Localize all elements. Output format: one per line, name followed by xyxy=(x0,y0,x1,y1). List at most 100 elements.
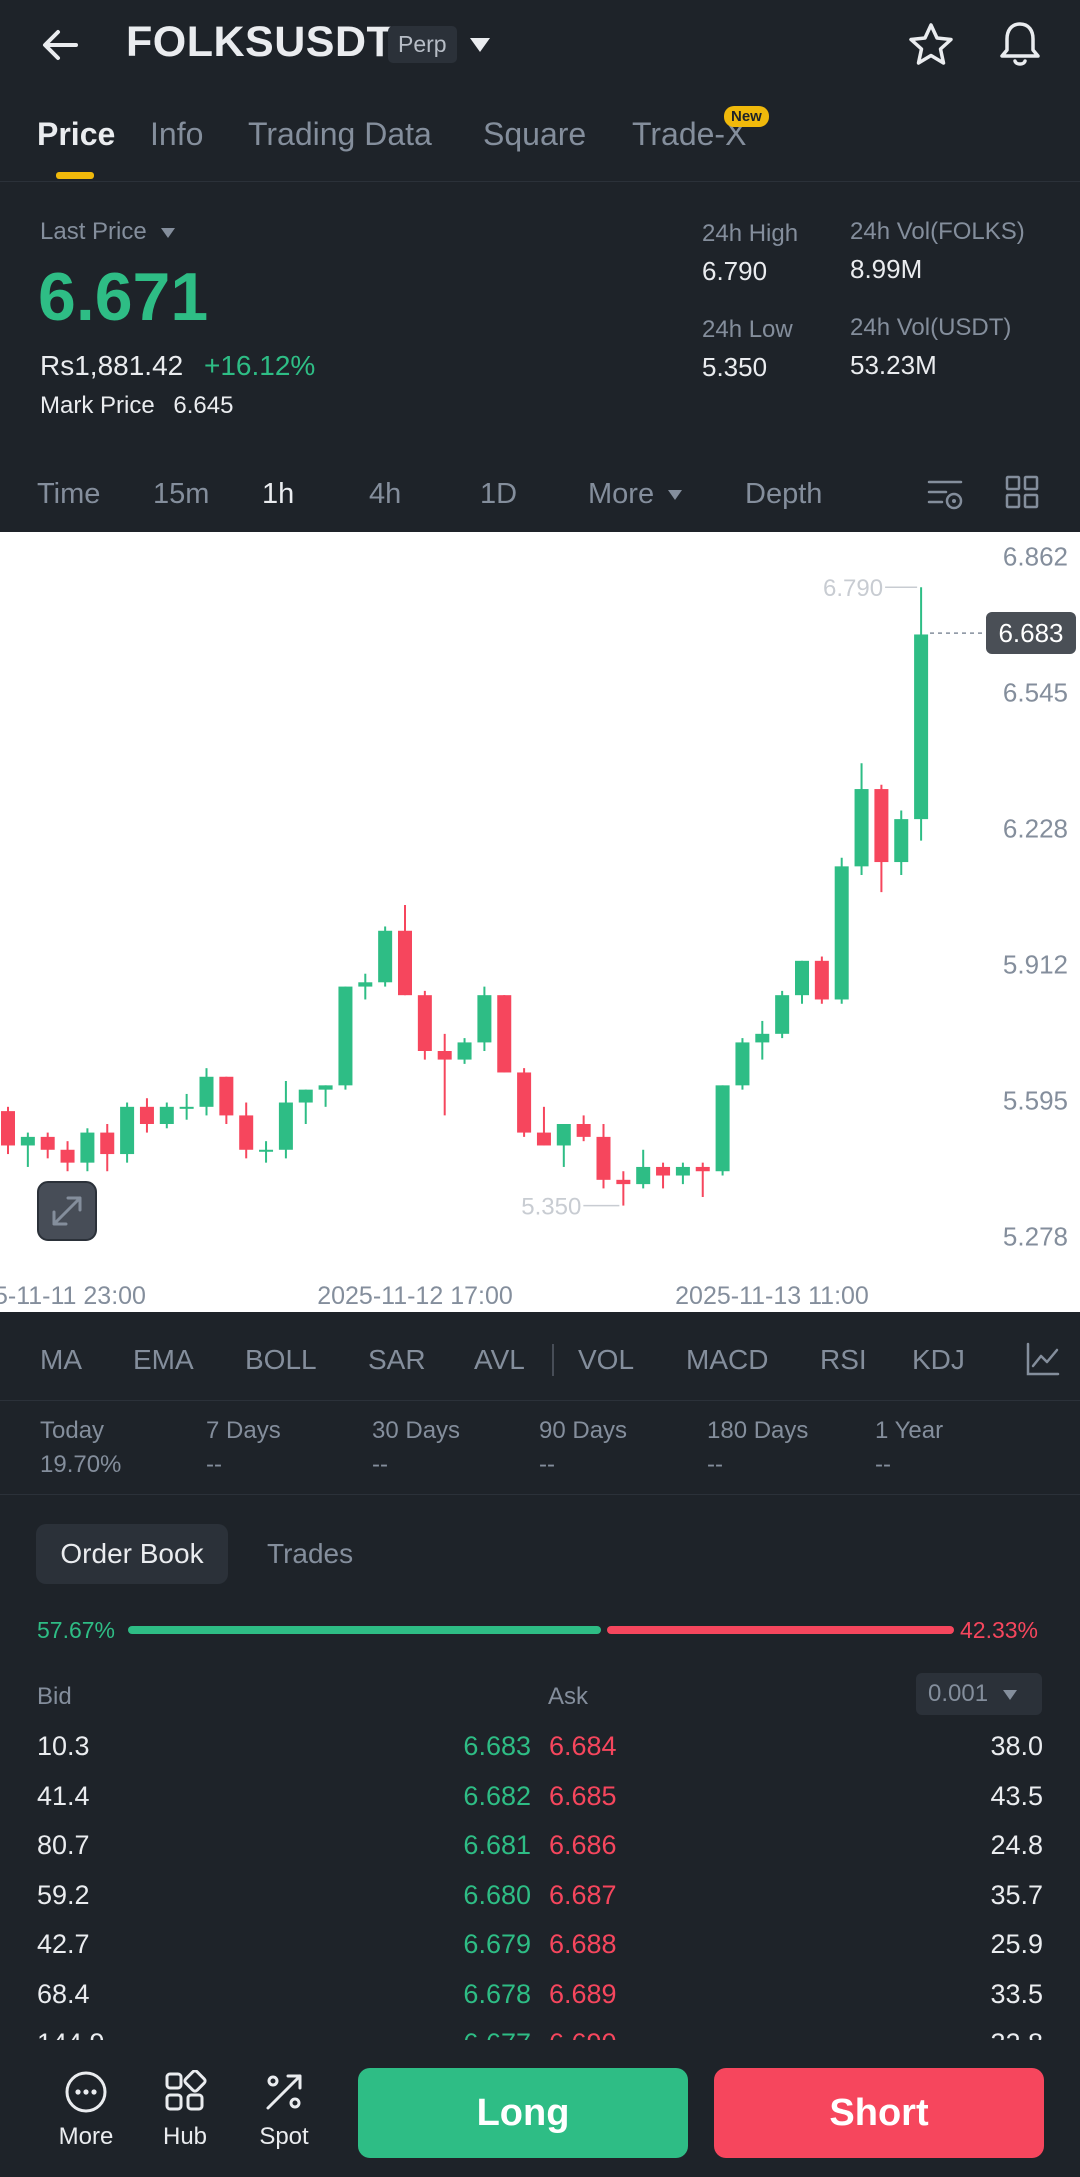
order-book-row[interactable]: 80.7 6.681 6.686 24.8 xyxy=(0,1822,1080,1871)
active-tab-indicator xyxy=(56,172,94,179)
indicator-vol[interactable]: VOL xyxy=(578,1344,635,1375)
y-axis-tick-label: 5.912 xyxy=(1003,949,1068,979)
indicator-rsi[interactable]: RSI xyxy=(820,1344,867,1375)
order-book-row[interactable]: 10.3 6.683 6.684 38.0 xyxy=(0,1723,1080,1772)
back-arrow-icon[interactable] xyxy=(36,20,86,70)
y-axis-tick-label: 6.228 xyxy=(1003,814,1068,844)
candle-up xyxy=(457,1042,472,1060)
ask-price: 6.687 xyxy=(549,1879,617,1910)
tab-trading-data[interactable]: Trading Data xyxy=(248,116,432,152)
indicator-sar[interactable]: SAR xyxy=(368,1344,426,1375)
interval-more[interactable]: More xyxy=(588,478,684,511)
candle-up xyxy=(477,995,492,1043)
indicator-separator xyxy=(552,1344,554,1376)
interval-1d[interactable]: 1D xyxy=(480,478,518,510)
perf-30d-value: -- xyxy=(372,1451,388,1478)
order-book-row[interactable]: 42.7 6.679 6.688 25.9 xyxy=(0,1921,1080,1970)
interval-4h[interactable]: 4h xyxy=(369,478,402,510)
x-axis-tick-label: 2025-11-12 17:00 xyxy=(317,1282,513,1310)
indicator-avl[interactable]: AVL xyxy=(474,1344,525,1375)
last-price-label[interactable]: Last Price xyxy=(40,218,177,246)
bid-quantity: 59.2 xyxy=(37,1879,90,1910)
tab-trades[interactable]: Trades xyxy=(267,1538,354,1569)
candle-up xyxy=(894,819,909,863)
perf-7d-value: -- xyxy=(206,1451,222,1478)
perf-90d-value: -- xyxy=(539,1451,555,1478)
order-book-row[interactable]: 59.2 6.680 6.687 35.7 xyxy=(0,1872,1080,1921)
mark-price-label: Mark Price xyxy=(40,392,155,419)
24h-low-label: 24h Low xyxy=(702,316,793,343)
tab-price[interactable]: Price xyxy=(37,116,116,152)
candle-up xyxy=(80,1132,95,1163)
hub-grid-icon xyxy=(165,2069,207,2111)
nav-spot-label: Spot xyxy=(259,2123,309,2150)
candle-down xyxy=(536,1132,551,1146)
tab-order-book[interactable]: Order Book xyxy=(36,1524,228,1584)
indicator-ma[interactable]: MA xyxy=(40,1344,82,1375)
bid-price: 6.677 xyxy=(463,2028,531,2040)
x-axis-tick-label: 2025-11-13 11:00 xyxy=(675,1282,869,1310)
grid-layout-icon[interactable] xyxy=(1004,474,1040,510)
long-button[interactable]: Long xyxy=(358,2068,688,2158)
indicator-kdj[interactable]: KDJ xyxy=(912,1344,965,1375)
candle-up xyxy=(259,1149,274,1152)
candle-down xyxy=(695,1166,710,1172)
indicator-boll[interactable]: BOLL xyxy=(245,1344,317,1375)
mark-price-row: Mark Price 6.645 xyxy=(40,392,233,420)
y-axis-tick-label: 6.545 xyxy=(1003,677,1068,707)
current-price-tag: 6.683 xyxy=(986,612,1076,655)
order-book-row[interactable]: 144.9 6.677 6.690 32.8 xyxy=(0,2020,1080,2040)
pair-symbol[interactable]: FOLKSUSDT xyxy=(126,18,394,66)
bid-ratio: 57.67% xyxy=(37,1617,116,1643)
tab-info[interactable]: Info xyxy=(150,116,204,152)
candle-down xyxy=(60,1149,75,1163)
indicator-macd[interactable]: MACD xyxy=(686,1344,769,1375)
candle-down xyxy=(40,1136,55,1150)
perf-7d-label: 7 Days xyxy=(206,1417,281,1444)
ask-quantity: 35.7 xyxy=(990,1879,1043,1910)
low-marker-label: 5.350 xyxy=(521,1194,581,1221)
candle-up xyxy=(179,1106,194,1109)
favorite-star-icon[interactable] xyxy=(906,20,956,70)
24h-vol-quote-label: 24h Vol(USDT) xyxy=(850,314,1012,341)
perf-1y-label: 1 Year xyxy=(875,1417,944,1444)
notification-bell-icon[interactable] xyxy=(994,18,1046,70)
interval-depth[interactable]: Depth xyxy=(745,478,823,510)
24h-high-label: 24h High xyxy=(702,220,799,247)
pair-dropdown-icon[interactable] xyxy=(466,34,494,56)
bid-price: 6.680 xyxy=(463,1879,531,1910)
indicator-ema[interactable]: EMA xyxy=(133,1344,194,1375)
candle-down xyxy=(576,1124,591,1137)
interval-time[interactable]: Time xyxy=(37,478,101,510)
ask-quantity: 33.5 xyxy=(990,1978,1043,2009)
fullscreen-expand-icon[interactable] xyxy=(36,1180,98,1242)
tab-square[interactable]: Square xyxy=(483,116,587,152)
nav-more[interactable]: More xyxy=(46,2070,126,2151)
order-book-row[interactable]: 68.4 6.678 6.689 33.5 xyxy=(0,1971,1080,2020)
chart-settings-icon[interactable] xyxy=(926,476,964,512)
ask-quantity: 43.5 xyxy=(990,1780,1043,1811)
candle-up xyxy=(159,1106,174,1124)
interval-15m[interactable]: 15m xyxy=(153,478,210,510)
nav-hub[interactable]: Hub xyxy=(145,2069,225,2151)
bid-column-header: Bid xyxy=(37,1683,72,1710)
candlestick-chart[interactable]: 6.862 6.545 6.228 5.912 5.595 5.278 5-11-11 23… xyxy=(0,532,1080,1312)
indicator-settings-icon[interactable] xyxy=(1024,1340,1062,1378)
nav-spot[interactable]: Spot xyxy=(244,2070,324,2151)
candle-up xyxy=(556,1124,571,1146)
candle-up xyxy=(120,1106,135,1155)
price-step-select[interactable]: 0.001 xyxy=(916,1673,1042,1715)
candle-up xyxy=(854,789,869,867)
x-axis-tick-label: 5-11-11 23:00 xyxy=(0,1282,146,1310)
chart-canvas: 6.862 6.545 6.228 5.912 5.595 5.278 5-11-11 23… xyxy=(0,541,1068,1310)
candle-up xyxy=(378,930,393,983)
more-dots-icon xyxy=(65,2071,107,2113)
interval-1h[interactable]: 1h xyxy=(262,478,295,510)
bid-quantity: 80.7 xyxy=(37,1830,90,1860)
ask-price: 6.689 xyxy=(549,1978,617,2009)
spot-swap-icon xyxy=(266,2074,302,2110)
short-button[interactable]: Short xyxy=(714,2068,1044,2158)
candle-down xyxy=(100,1132,115,1155)
order-book-row[interactable]: 41.4 6.682 6.685 43.5 xyxy=(0,1773,1080,1822)
ask-quantity: 25.9 xyxy=(990,1929,1043,1959)
